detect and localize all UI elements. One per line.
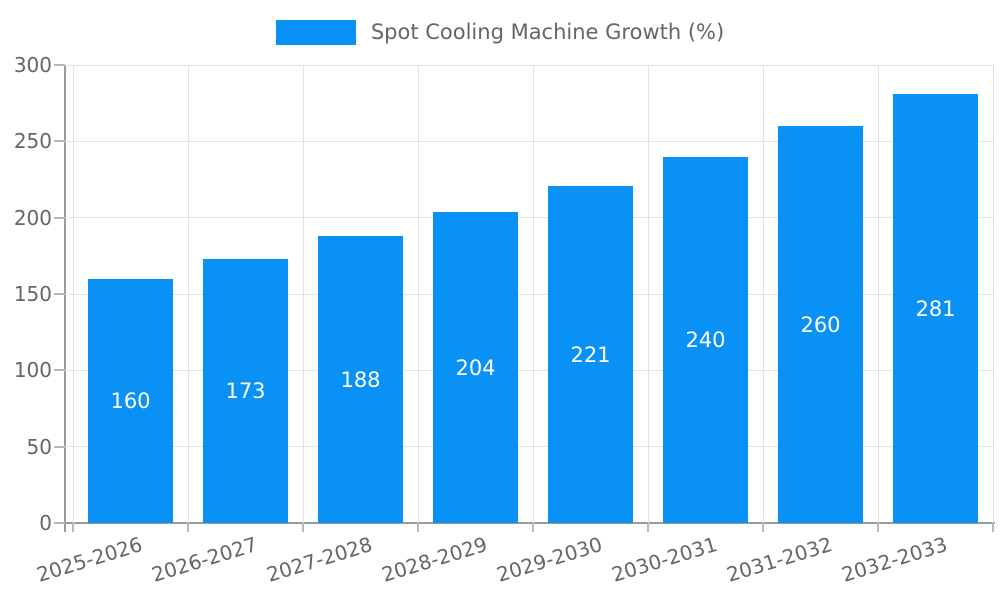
y-axis-tick-label: 0 bbox=[39, 511, 52, 535]
x-tick-mark bbox=[877, 523, 879, 532]
bar-value-label: 240 bbox=[685, 328, 726, 352]
y-gridline bbox=[65, 140, 993, 142]
x-tick-mark bbox=[72, 523, 74, 532]
x-gridline bbox=[647, 65, 649, 523]
x-axis-tick-label: 2029-2030 bbox=[494, 532, 606, 587]
bar: 204 bbox=[433, 212, 518, 523]
y-gridline bbox=[65, 217, 993, 219]
y-tick-mark bbox=[54, 140, 65, 143]
x-gridline bbox=[532, 65, 534, 523]
plot-area: 160 173 188 204 221 240 260 281 bbox=[54, 64, 995, 532]
x-gridline bbox=[417, 65, 419, 523]
bar: 173 bbox=[203, 259, 288, 523]
y-axis-tick-label: 200 bbox=[13, 205, 52, 230]
y-axis-tick-label: 250 bbox=[13, 129, 52, 154]
bar-value-label: 160 bbox=[110, 389, 151, 413]
x-axis-tick-label: 2027-2028 bbox=[264, 532, 376, 587]
bar: 281 bbox=[893, 94, 978, 523]
x-axis-tick-label: 2032-2033 bbox=[839, 532, 951, 587]
y-tick-mark bbox=[54, 522, 65, 524]
x-tick-mark bbox=[302, 523, 304, 532]
y-axis-tick-label: 300 bbox=[13, 53, 52, 77]
y-gridline bbox=[65, 64, 993, 66]
x-axis-tick-label: 2028-2029 bbox=[379, 532, 491, 587]
bar: 260 bbox=[778, 126, 863, 523]
y-gridline bbox=[65, 446, 993, 448]
bar: 160 bbox=[88, 279, 173, 523]
x-axis-tick-label: 2030-2031 bbox=[609, 532, 721, 587]
bar: 221 bbox=[548, 186, 633, 523]
x-gridline bbox=[877, 65, 879, 523]
y-axis-tick-label: 50 bbox=[26, 434, 52, 459]
y-gridline bbox=[65, 369, 993, 371]
x-axis-tick-label: 2031-2032 bbox=[724, 532, 836, 587]
x-tick-mark bbox=[647, 523, 649, 532]
y-tick-mark bbox=[54, 293, 65, 295]
legend-series-label: Spot Cooling Machine Growth (%) bbox=[370, 20, 725, 44]
legend-color-swatch bbox=[275, 20, 356, 45]
y-tick-mark bbox=[54, 445, 65, 448]
y-tick-mark bbox=[54, 216, 65, 219]
y-tick-mark bbox=[54, 369, 65, 372]
bar-value-label: 221 bbox=[570, 342, 611, 367]
bar: 188 bbox=[318, 236, 403, 523]
x-tick-mark bbox=[417, 523, 419, 532]
x-gridline bbox=[72, 65, 74, 523]
y-axis-line bbox=[64, 65, 66, 532]
x-gridline bbox=[762, 65, 764, 523]
x-axis-tick-label: 2025-2026 bbox=[34, 532, 146, 587]
bar: 240 bbox=[663, 157, 748, 523]
bar-value-label: 173 bbox=[225, 379, 266, 403]
x-axis-line bbox=[64, 522, 995, 524]
x-tick-mark bbox=[532, 523, 534, 532]
bar-value-label: 281 bbox=[915, 296, 956, 321]
x-tick-mark bbox=[762, 523, 764, 532]
y-axis-tick-label: 150 bbox=[13, 282, 52, 306]
y-gridline bbox=[65, 293, 993, 295]
x-gridline bbox=[187, 65, 189, 523]
bar-value-label: 204 bbox=[455, 355, 496, 380]
bar-value-label: 188 bbox=[340, 367, 381, 392]
y-axis-tick-label: 100 bbox=[13, 358, 52, 383]
bar-value-label: 260 bbox=[800, 312, 841, 337]
y-tick-mark bbox=[54, 64, 65, 66]
x-axis-tick-label: 2026-2027 bbox=[149, 532, 261, 587]
x-tick-mark bbox=[187, 523, 189, 532]
x-gridline bbox=[302, 65, 304, 523]
chart-legend: Spot Cooling Machine Growth (%) bbox=[0, 20, 1000, 45]
x-tick-mark bbox=[992, 523, 994, 532]
x-gridline bbox=[992, 65, 994, 523]
